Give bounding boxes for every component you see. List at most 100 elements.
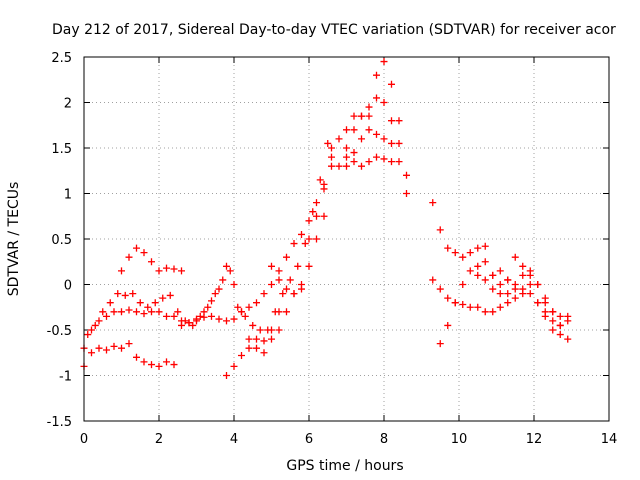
y-tick-label: -1.5 [47,415,72,430]
data-point [253,299,260,307]
data-point [88,349,95,357]
data-point [489,285,497,293]
data-point [309,208,317,216]
data-point [133,244,140,252]
data-point [320,212,328,220]
data-point [268,326,275,334]
data-point [125,340,133,348]
data-point [549,317,557,325]
data-point [358,135,365,143]
data-point [511,285,519,293]
data-point [245,335,253,343]
data-point [163,312,170,320]
data-point [95,344,103,352]
data-point [380,135,388,143]
data-point [163,358,170,366]
data-point [294,262,302,270]
series-track-1 [80,162,335,352]
data-point [174,308,182,316]
data-point [549,326,557,334]
data-point [196,312,204,320]
data-point [208,297,215,305]
data-point [358,162,365,170]
data-point [466,303,474,311]
data-point [324,139,332,147]
y-tick-label: 0.5 [51,233,72,248]
data-point [496,267,504,275]
series-track-8 [335,94,410,179]
data-point [373,130,380,138]
data-point [230,362,238,370]
data-point [365,126,373,134]
data-point [253,344,260,352]
data-point [526,271,534,279]
data-point [133,353,140,361]
data-point [260,290,268,298]
data-point [144,303,152,311]
axis-ticks: 0 2 4 6 8 10 12 14 -1.5 -1 -0.5 0 0.5 1 1.5 2 2.5 [47,51,618,447]
data-point [466,267,474,275]
data-point [459,253,467,261]
data-point [253,335,260,343]
data-point [114,290,122,298]
x-tick-label: 8 [380,432,388,447]
data-point [365,112,373,120]
data-point [118,267,125,275]
data-point [226,267,234,275]
data-point [110,342,118,350]
data-point [234,303,242,311]
data-point [283,253,290,261]
data-point [215,285,223,293]
data-point [474,262,482,270]
data-point [230,281,238,288]
data-point [223,372,230,379]
data-point [106,299,114,307]
x-tick-label: 0 [80,432,88,447]
y-tick-label: 1 [64,188,72,203]
data-point [118,308,125,316]
data-point [534,299,542,307]
data-point [474,303,482,311]
data-point [436,285,444,293]
series-track-2 [80,144,335,370]
data-point [388,139,395,147]
data-point [388,80,395,88]
data-point [466,249,474,257]
series-track-7 [328,112,410,197]
data-point [103,312,110,320]
data-point [223,262,230,270]
data-point [140,358,148,366]
data-point [118,344,125,352]
data-point [133,308,140,316]
y-tick-label: 2 [64,97,72,112]
data-point [320,185,328,193]
data-point [181,317,189,325]
data-point [556,321,564,329]
x-tick-label: 2 [155,432,163,447]
data-point [526,290,534,298]
data-point [313,212,320,220]
data-point [549,308,557,316]
data-point [474,244,482,252]
data-point [380,155,388,163]
data-point [504,299,512,307]
data-point [489,308,497,316]
data-point [481,258,489,266]
data-point [241,312,249,320]
data-point [328,162,335,170]
chart-title: Day 212 of 2017, Sidereal Day-to-day VTE… [52,22,616,38]
data-point [343,153,350,161]
data-point [541,312,549,320]
data-point [436,340,444,348]
data-point [204,303,212,311]
data-point [380,58,388,66]
data-point [380,99,388,106]
data-point [373,94,380,102]
data-point [136,299,144,307]
data-point [298,285,305,293]
y-tick-label: 2.5 [51,51,72,66]
x-tick-label: 12 [526,432,543,447]
data-point [459,281,467,288]
data-point [125,253,133,261]
